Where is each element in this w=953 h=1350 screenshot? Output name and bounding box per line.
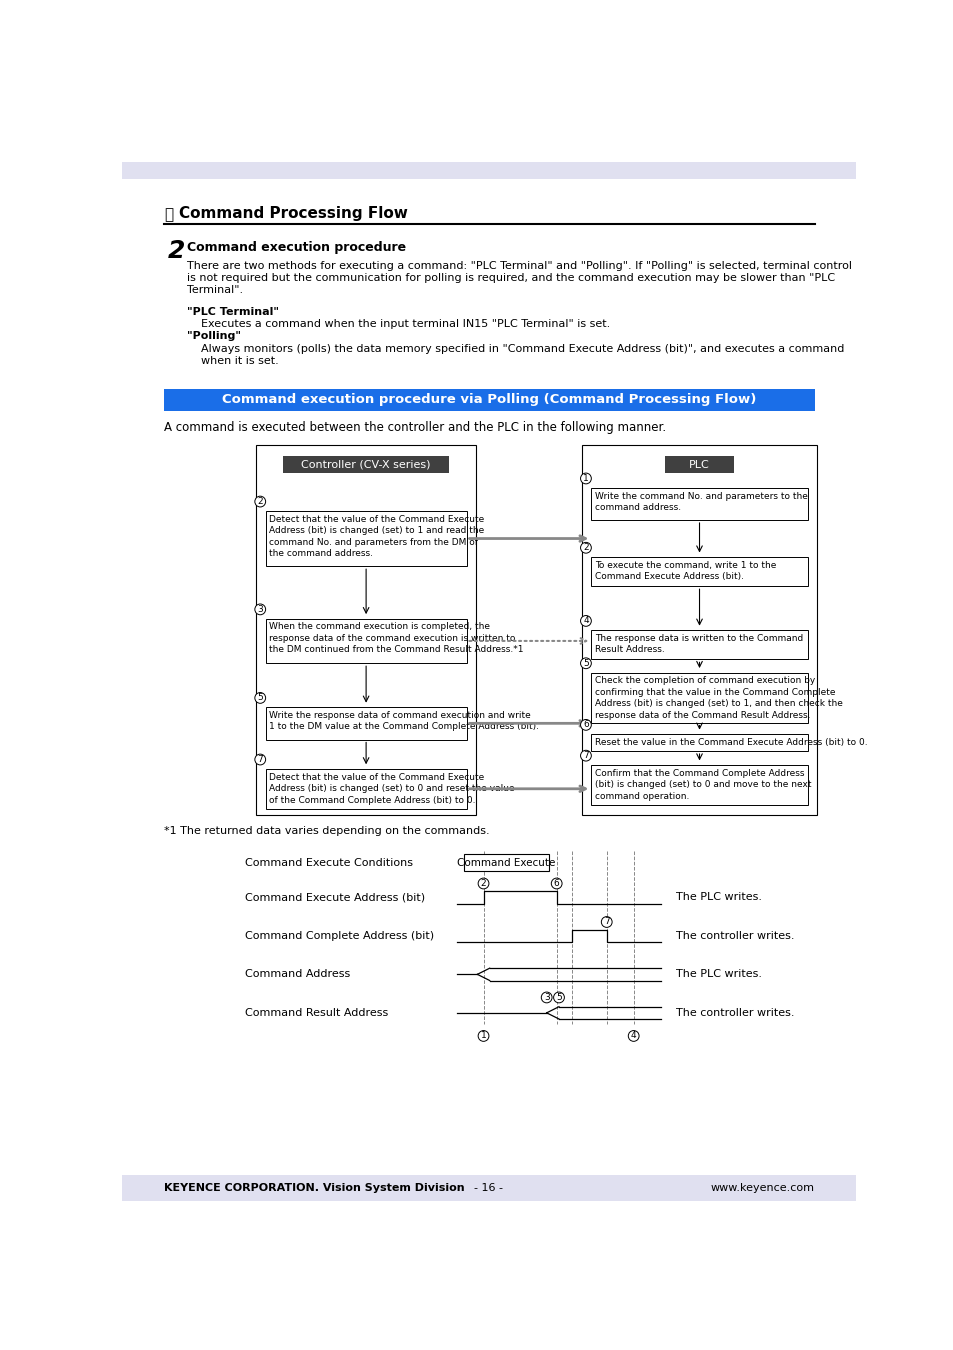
- Circle shape: [580, 472, 591, 483]
- Circle shape: [254, 755, 265, 765]
- Text: Write the command No. and parameters to the
command address.: Write the command No. and parameters to …: [595, 491, 807, 512]
- Text: Command Execute Conditions: Command Execute Conditions: [245, 857, 413, 868]
- Bar: [265, 707, 466, 740]
- Circle shape: [551, 878, 561, 888]
- Text: Command Processing Flow: Command Processing Flow: [178, 207, 407, 221]
- Text: The response data is written to the Command
Result Address.: The response data is written to the Comm…: [595, 634, 802, 655]
- Text: Confirm that the Command Complete Address
(bit) is changed (set) to 0 and move t: Confirm that the Command Complete Addres…: [595, 768, 811, 801]
- Circle shape: [477, 878, 488, 888]
- Bar: [256, 446, 476, 815]
- Circle shape: [553, 992, 564, 1003]
- Bar: [581, 446, 816, 815]
- Bar: [265, 618, 466, 663]
- Text: The PLC writes.: The PLC writes.: [676, 969, 761, 979]
- Text: Command Execute Address (bit): Command Execute Address (bit): [245, 892, 424, 902]
- Bar: [591, 630, 807, 659]
- Bar: [265, 768, 466, 809]
- Text: When the command execution is completed, the
response data of the command execut: When the command execution is completed,…: [269, 622, 523, 655]
- Text: There are two methods for executing a command: "PLC Terminal" and "Polling". If : There are two methods for executing a co…: [187, 261, 851, 270]
- Text: 1: 1: [582, 474, 588, 483]
- Text: Command Result Address: Command Result Address: [245, 1008, 388, 1018]
- Bar: [591, 487, 807, 520]
- Circle shape: [540, 992, 552, 1003]
- Circle shape: [600, 917, 612, 927]
- Text: is not required but the communication for polling is required, and the command e: is not required but the communication fo…: [187, 273, 834, 284]
- Circle shape: [254, 497, 265, 508]
- Bar: [591, 765, 807, 805]
- Bar: [164, 389, 814, 410]
- Text: Command execution procedure via Polling (Command Processing Flow): Command execution procedure via Polling …: [221, 393, 756, 406]
- Text: 5: 5: [582, 659, 588, 668]
- Text: Terminal".: Terminal".: [187, 285, 243, 296]
- Circle shape: [254, 693, 265, 703]
- Text: 7: 7: [603, 918, 609, 926]
- Circle shape: [580, 657, 591, 668]
- Circle shape: [580, 616, 591, 626]
- Text: Write the response data of command execution and write
1 to the DM value at the : Write the response data of command execu…: [269, 711, 538, 732]
- Circle shape: [580, 543, 591, 554]
- Circle shape: [580, 720, 591, 730]
- Text: A command is executed between the controller and the PLC in the following manner: A command is executed between the contro…: [164, 421, 665, 433]
- Text: Controller (CV-X series): Controller (CV-X series): [301, 459, 431, 470]
- Text: 3: 3: [543, 994, 549, 1002]
- Text: 1: 1: [480, 1031, 486, 1041]
- Text: 6: 6: [554, 879, 559, 888]
- Text: 6: 6: [582, 721, 588, 729]
- Bar: [121, 1176, 856, 1202]
- Text: Command Address: Command Address: [245, 969, 350, 979]
- Bar: [591, 672, 807, 722]
- Text: The PLC writes.: The PLC writes.: [676, 892, 761, 902]
- Bar: [591, 734, 807, 751]
- Text: The controller writes.: The controller writes.: [676, 1008, 794, 1018]
- Circle shape: [254, 603, 265, 614]
- Bar: [265, 510, 466, 566]
- Text: when it is set.: when it is set.: [187, 356, 278, 366]
- Text: Command Complete Address (bit): Command Complete Address (bit): [245, 931, 434, 941]
- Text: 3: 3: [257, 605, 263, 614]
- Circle shape: [580, 751, 591, 761]
- Text: *1 The returned data varies depending on the commands.: *1 The returned data varies depending on…: [164, 826, 489, 836]
- Bar: [121, 162, 856, 180]
- Bar: [283, 456, 449, 472]
- Text: 4: 4: [582, 617, 588, 625]
- Text: Command Execute: Command Execute: [457, 857, 556, 868]
- Text: Detect that the value of the Command Execute
Address (bit) is changed (set) to 1: Detect that the value of the Command Exe…: [269, 514, 484, 558]
- Text: Executes a command when the input terminal IN15 "PLC Terminal" is set.: Executes a command when the input termin…: [187, 319, 610, 329]
- Text: Ⓝ: Ⓝ: [164, 207, 172, 221]
- Text: - 16 -: - 16 -: [474, 1184, 503, 1193]
- Bar: [591, 558, 807, 586]
- Text: "Polling": "Polling": [187, 331, 241, 342]
- Text: 4: 4: [630, 1031, 636, 1041]
- Text: Always monitors (polls) the data memory specified in "Command Execute Address (b: Always monitors (polls) the data memory …: [187, 344, 843, 354]
- Text: 2: 2: [257, 497, 263, 506]
- Text: KEYENCE CORPORATION. Vision System Division: KEYENCE CORPORATION. Vision System Divis…: [164, 1184, 464, 1193]
- Bar: [464, 855, 548, 871]
- Text: 7: 7: [257, 755, 263, 764]
- Bar: [664, 456, 734, 472]
- Circle shape: [628, 1030, 639, 1041]
- Text: 5: 5: [556, 994, 561, 1002]
- Text: To execute the command, write 1 to the
Command Execute Address (bit).: To execute the command, write 1 to the C…: [595, 560, 776, 582]
- Circle shape: [477, 1030, 488, 1041]
- Text: 2: 2: [168, 239, 185, 263]
- Text: Check the completion of command execution by
confirming that the value in the Co: Check the completion of command executio…: [595, 676, 842, 720]
- Text: Command execution procedure: Command execution procedure: [187, 242, 406, 254]
- Text: "PLC Terminal": "PLC Terminal": [187, 306, 279, 317]
- Text: Detect that the value of the Command Execute
Address (bit) is changed (set) to 0: Detect that the value of the Command Exe…: [269, 772, 515, 805]
- Text: www.keyence.com: www.keyence.com: [710, 1184, 814, 1193]
- Text: 2: 2: [480, 879, 486, 888]
- Text: The controller writes.: The controller writes.: [676, 931, 794, 941]
- Text: 7: 7: [582, 751, 588, 760]
- Text: PLC: PLC: [688, 459, 709, 470]
- Text: Reset the value in the Command Execute Address (bit) to 0.: Reset the value in the Command Execute A…: [595, 738, 867, 747]
- Text: 2: 2: [582, 543, 588, 552]
- Text: 5: 5: [257, 694, 263, 702]
